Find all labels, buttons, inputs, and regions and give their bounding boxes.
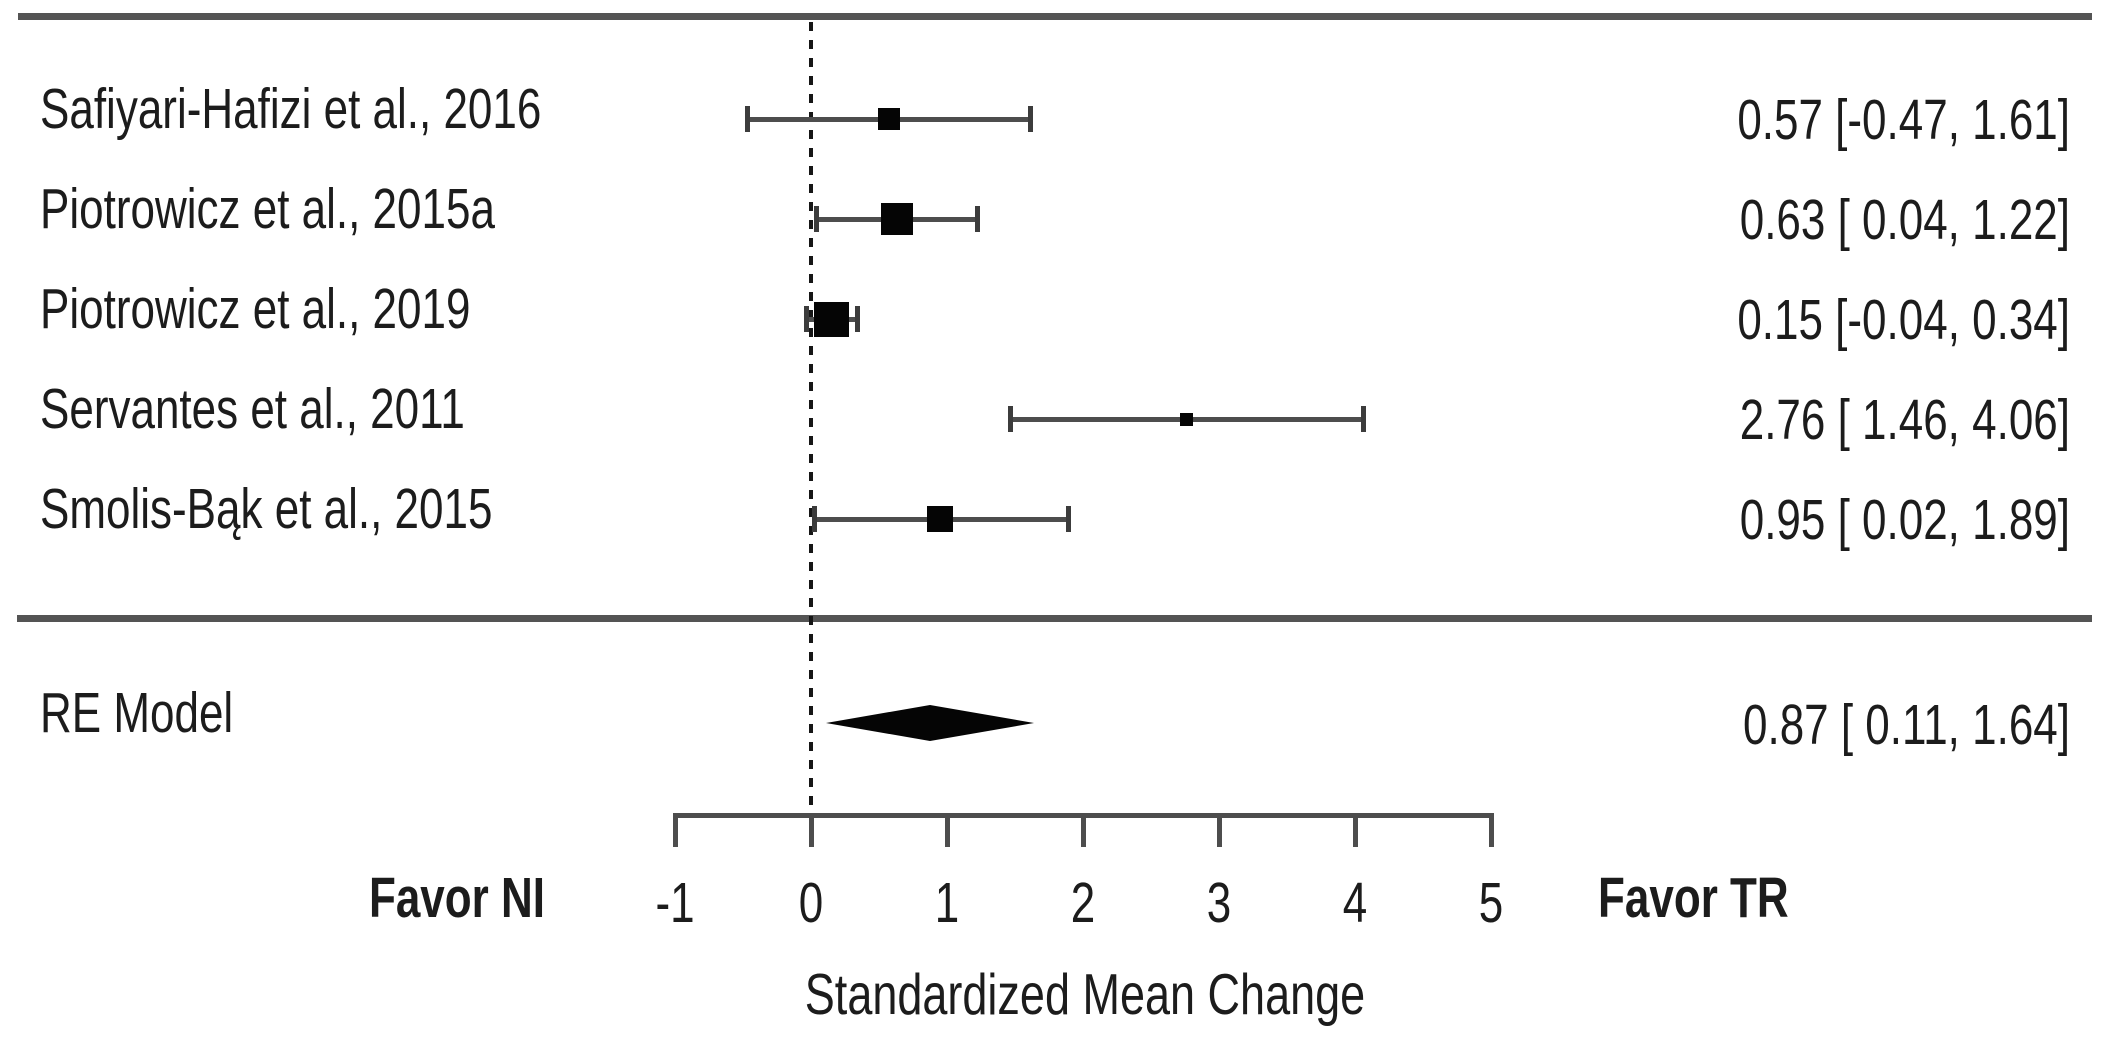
ci-cap-high xyxy=(855,306,861,332)
zero-reference-line xyxy=(809,22,813,815)
summary-label: RE Model xyxy=(40,682,760,745)
study-label-text: Servantes et al., 2011 xyxy=(40,378,465,441)
study-label: Safiyari-Hafizi et al., 2016 xyxy=(40,78,760,141)
summary-estimate-annotation-text: 0.87 [ 0.11, 1.64] xyxy=(1743,694,2070,757)
study-estimate-annotation-text: 0.57 [-0.47, 1.61] xyxy=(1737,89,2070,152)
x-axis-tick xyxy=(1081,815,1086,847)
study-label-text: Piotrowicz et al., 2015a xyxy=(40,178,495,241)
estimate-marker xyxy=(813,301,849,337)
study-estimate-annotation: 0.15 [-0.04, 0.34] xyxy=(1600,289,2070,352)
summary-estimate-annotation: 0.87 [ 0.11, 1.64] xyxy=(1600,694,2070,757)
study-label-text: Safiyari-Hafizi et al., 2016 xyxy=(40,78,542,141)
study-estimate-annotation: 2.76 [ 1.46, 4.06] xyxy=(1600,389,2070,452)
x-axis-tick-label-text: 1 xyxy=(934,872,960,935)
x-axis-title: Standardized Mean Change xyxy=(785,962,1385,1027)
top-rule xyxy=(18,13,2092,20)
study-estimate-annotation-text: 2.76 [ 1.46, 4.06] xyxy=(1739,389,2070,452)
ci-cap-high xyxy=(1066,506,1072,532)
favor-left-label: Favor NI xyxy=(245,867,545,930)
estimate-marker xyxy=(1179,412,1193,426)
ci-cap-high xyxy=(1027,106,1033,132)
x-axis-tick-label-text: 2 xyxy=(1070,872,1096,935)
x-axis-tick-label: 2 xyxy=(1023,872,1143,935)
ci-cap-low xyxy=(1007,406,1013,432)
estimate-marker xyxy=(880,203,913,235)
study-label: Servantes et al., 2011 xyxy=(40,378,760,441)
x-axis-tick xyxy=(1489,815,1494,847)
x-axis-tick xyxy=(673,815,678,847)
x-axis-tick-label: 5 xyxy=(1431,872,1551,935)
x-axis-tick xyxy=(1217,815,1222,847)
x-axis-tick-label: 4 xyxy=(1295,872,1415,935)
x-axis-tick-label-text: 5 xyxy=(1478,872,1504,935)
summary-label-text: RE Model xyxy=(40,682,234,745)
ci-cap-low xyxy=(811,506,817,532)
ci-cap-high xyxy=(1361,406,1367,432)
study-label-text: Smolis-Bąk et al., 2015 xyxy=(40,478,493,541)
study-label: Smolis-Bąk et al., 2015 xyxy=(40,478,760,541)
study-label: Piotrowicz et al., 2015a xyxy=(40,178,760,241)
study-estimate-annotation-text: 0.15 [-0.04, 0.34] xyxy=(1737,289,2070,352)
x-axis-tick-label-text: 3 xyxy=(1206,872,1232,935)
x-axis-title-text: Standardized Mean Change xyxy=(804,961,1366,1027)
separator-rule xyxy=(17,615,2092,622)
x-axis-tick xyxy=(945,815,950,847)
ci-cap-low xyxy=(803,306,809,332)
x-axis-tick-label: 1 xyxy=(887,872,1007,935)
x-axis-tick xyxy=(1353,815,1358,847)
study-estimate-annotation: 0.57 [-0.47, 1.61] xyxy=(1600,89,2070,152)
study-label-text: Piotrowicz et al., 2019 xyxy=(40,278,471,341)
study-estimate-annotation: 0.95 [ 0.02, 1.89] xyxy=(1600,489,2070,552)
x-axis-tick-label-text: -1 xyxy=(655,872,695,935)
estimate-marker xyxy=(927,506,954,532)
study-estimate-annotation-text: 0.95 [ 0.02, 1.89] xyxy=(1739,489,2070,552)
favor-right-label: Favor TR xyxy=(1598,867,1938,930)
x-axis-tick-label: -1 xyxy=(615,872,735,935)
estimate-marker xyxy=(877,108,900,130)
favor-right-text: Favor TR xyxy=(1598,867,1789,930)
study-estimate-annotation: 0.63 [ 0.04, 1.22] xyxy=(1600,189,2070,252)
ci-cap-high xyxy=(974,206,980,232)
favor-left-text: Favor NI xyxy=(368,867,545,930)
study-label: Piotrowicz et al., 2019 xyxy=(40,278,760,341)
x-axis-tick-label-text: 4 xyxy=(1342,872,1368,935)
x-axis-tick-label: 0 xyxy=(751,872,871,935)
ci-cap-low xyxy=(814,206,820,232)
summary-diamond xyxy=(825,705,1035,741)
ci-cap-low xyxy=(745,106,751,132)
x-axis-tick-label: 3 xyxy=(1159,872,1279,935)
x-axis-tick xyxy=(809,815,814,847)
x-axis-tick-label-text: 0 xyxy=(798,872,824,935)
study-estimate-annotation-text: 0.63 [ 0.04, 1.22] xyxy=(1739,189,2070,252)
